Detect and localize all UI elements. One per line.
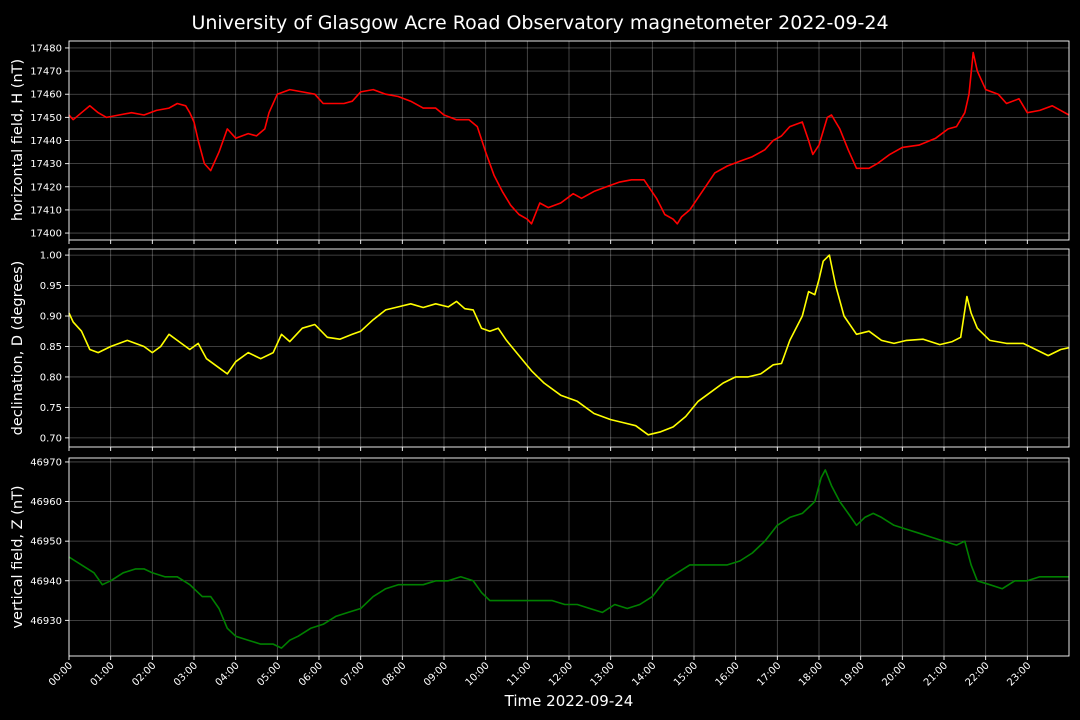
horizontal-y-tick-label: 17430 [30,159,62,170]
panel-declination: 0.70 0.75 0.80 0.85 0.90 0.95 1.00 declination,… [10,248,1070,451]
chart-panels: 17400 17410 17420 17430 17440 17450 17460 17470… [10,40,1070,660]
vertical-y-tick-label: 46930 [30,616,62,627]
declination-y-tick-label: 0.95 [40,281,62,292]
vertical-y-tick-label: 46940 [30,576,62,587]
x-axis-label: Time 2022-09-24 [504,692,634,710]
declination-y-axis-label: declination, D (degrees) [10,261,26,436]
declination-y-tick-label: 1.00 [40,251,62,262]
declination-y-tick-label: 0.90 [40,312,62,323]
vertical-y-axis-label: vertical field, Z (nT) [10,485,26,628]
horizontal-y-tick-label: 17460 [30,90,62,101]
panel-horizontal: 17400 17410 17420 17430 17440 17450 17460 17470… [10,40,1070,244]
horizontal-y-tick-label: 17480 [30,43,62,54]
panel-vertical: 46930 46940 46950 46960 46970 vertical field,… [10,457,1070,660]
horizontal-y-tick-label: 17470 [30,67,62,78]
horizontal-y-axis-label: horizontal field, H (nT) [10,59,26,221]
chart-title: University of Glasgow Acre Road Observat… [191,12,888,34]
horizontal-y-tick-label: 17400 [30,229,62,240]
declination-y-tick-label: 0.70 [40,433,62,444]
declination-y-tick-label: 0.85 [40,342,62,353]
horizontal-y-tick-label: 17410 [30,205,62,216]
horizontal-y-tick-label: 17450 [30,113,62,124]
vertical-axes-frame [68,457,1070,657]
vertical-y-tick-label: 46970 [30,457,62,468]
horizontal-y-tick-label: 17420 [30,182,62,193]
horizontal-series-line [68,51,1070,225]
vertical-series-line [68,469,1069,649]
declination-series-line [68,254,1070,436]
declination-y-tick-label: 0.75 [40,403,62,414]
declination-y-tick-label: 0.80 [40,372,62,383]
declination-axes-frame [68,248,1070,448]
horizontal-y-tick-label: 17440 [30,136,62,147]
horizontal-axes-frame [68,40,1070,241]
vertical-y-tick-label: 46960 [30,497,62,508]
vertical-y-tick-label: 46950 [30,537,62,548]
